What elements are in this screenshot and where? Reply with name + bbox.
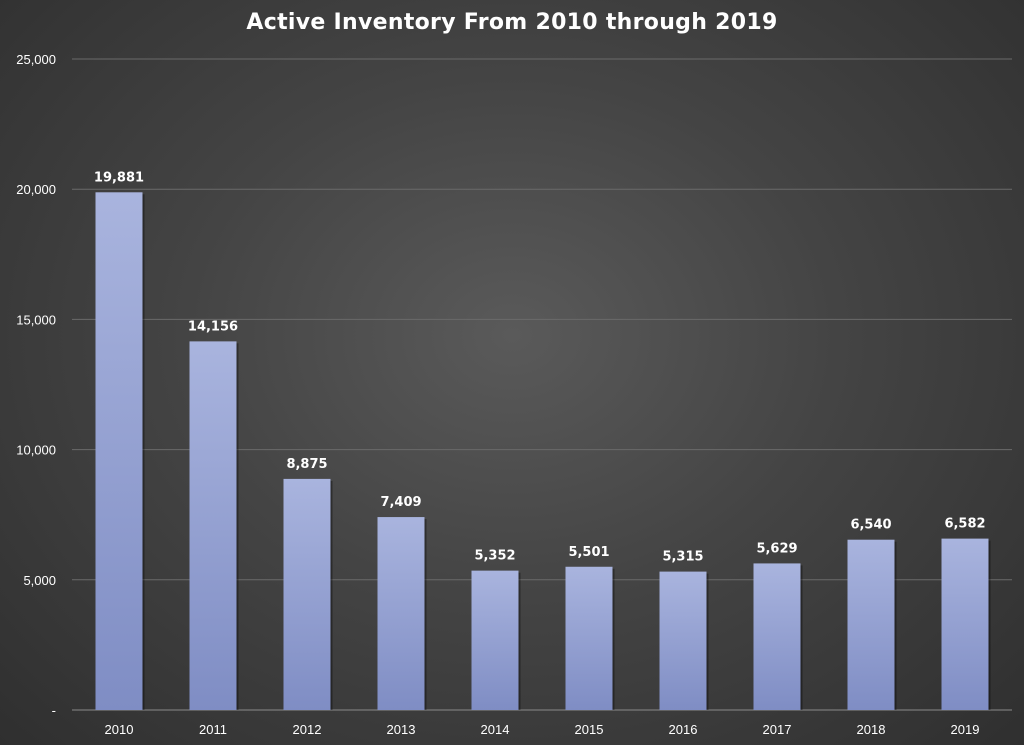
bar-2014 [471,570,519,710]
x-tick-label-2019: 2019 [951,722,980,737]
y-tick-label: 20,000 [16,182,56,197]
data-label-2010: 19,881 [94,170,144,185]
x-tick-label-2014: 2014 [481,722,510,737]
x-tick-label-2013: 2013 [387,722,416,737]
bar-2010 [95,192,143,710]
data-label-2014: 5,352 [474,549,515,564]
bar-2015 [565,566,613,710]
y-tick-label: 10,000 [16,443,56,458]
bar-2019 [941,538,989,710]
x-tick-label-2012: 2012 [293,722,322,737]
x-axis-ticks: 2010 2011 2012 2013 2014 2015 2016 2017 2018 2019 [105,722,980,737]
y-tick-label: 15,000 [16,312,56,327]
data-label-2011: 14,156 [188,319,238,334]
y-tick-label: 25,000 [16,52,56,67]
x-tick-label-2018: 2018 [857,722,886,737]
data-label-2013: 7,409 [380,495,421,510]
data-labels: 19,881 14,156 8,875 7,409 5,352 5,501 5,315 5,6… [94,170,986,564]
x-tick-label-2017: 2017 [763,722,792,737]
y-axis-ticks: - 5,000 10,000 15,000 20,000 25,000 [16,52,56,718]
y-tick-label: - [52,703,56,718]
data-label-2018: 6,540 [850,518,891,533]
bars [95,192,991,710]
bar-2012 [283,478,331,710]
x-tick-label-2015: 2015 [575,722,604,737]
x-tick-label-2011: 2011 [199,722,227,737]
data-label-2016: 5,315 [662,550,703,565]
y-tick-label: 5,000 [23,573,56,588]
data-label-2019: 6,582 [944,517,985,532]
x-tick-label-2010: 2010 [105,722,134,737]
bar-2013 [377,517,425,710]
bar-2018 [847,539,895,710]
chart-title: Active Inventory From 2010 through 2019 [246,10,778,35]
data-label-2017: 5,629 [756,541,797,556]
bar-2017 [753,563,801,710]
data-label-2012: 8,875 [286,457,327,472]
data-label-2015: 5,501 [568,545,609,560]
bar-2016 [659,571,707,710]
bar-2011 [189,341,237,710]
x-tick-label-2016: 2016 [669,722,698,737]
